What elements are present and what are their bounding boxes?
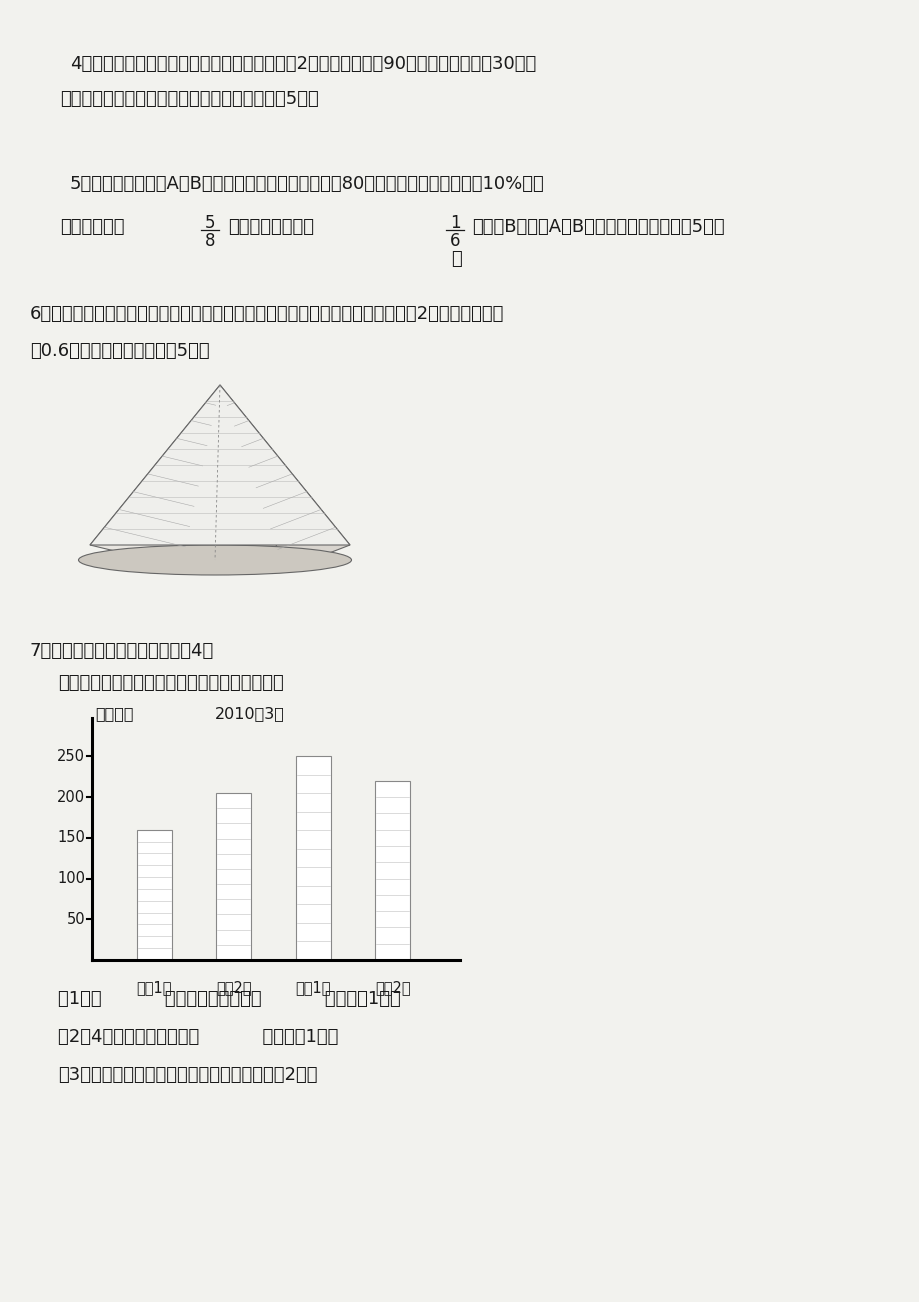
Text: 50: 50 <box>66 911 85 927</box>
Ellipse shape <box>78 546 351 575</box>
Text: （2）4个班平均每班捐款（           ）元。（1分）: （2）4个班平均每班捐款（ ）元。（1分） <box>58 1029 338 1046</box>
Text: 时，甲再行全稍的: 时，甲再行全稍的 <box>228 217 313 236</box>
Bar <box>136 829 172 960</box>
Text: 1: 1 <box>449 214 460 232</box>
Polygon shape <box>90 385 349 546</box>
Text: 六（1）: 六（1） <box>295 980 331 995</box>
Text: （1）（           ）班捐款最多，是（           ）元。（1分）: （1）（ ）班捐款最多，是（ ）元。（1分） <box>58 990 401 1008</box>
Text: 单位：元: 单位：元 <box>95 706 133 721</box>
Text: 6: 6 <box>449 232 460 250</box>
Text: 2010年3月: 2010年3月 <box>215 706 285 721</box>
Text: 5、甲乙两车分别今A、B两地同时相向而行，甲每小时80千米，乙每小时行全程的10%，当: 5、甲乙两车分别今A、B两地同时相向而行，甲每小时80千米，乙每小时行全程的10… <box>70 174 544 193</box>
Bar <box>296 756 331 960</box>
Text: 的方砖，至少需要方砖多少块？（用比例解）（5分）: 的方砖，至少需要方砖多少块？（用比例解）（5分） <box>60 90 318 108</box>
Text: 4、爸爸打算给亮亮的小书房铺上方砖，用边长2分米的方砖需褉90块，如果改用边长30厘米: 4、爸爸打算给亮亮的小书房铺上方砖，用边长2分米的方砖需褉90块，如果改用边长3… <box>70 55 536 73</box>
Text: 高0.6米，求沙堆的体积？（5分）: 高0.6米，求沙堆的体积？（5分） <box>30 342 210 359</box>
Text: 可到辽B地。求A、B两地相距多少千米？（5分）: 可到辽B地。求A、B两地相距多少千米？（5分） <box>471 217 724 236</box>
Polygon shape <box>90 385 220 566</box>
Text: 乙行到全程的: 乙行到全程的 <box>60 217 124 236</box>
Text: 100: 100 <box>57 871 85 887</box>
Text: 150: 150 <box>57 831 85 845</box>
Text: ，: ， <box>450 250 461 268</box>
Text: 250: 250 <box>57 749 85 764</box>
Text: 5: 5 <box>205 214 215 232</box>
Text: 某小学高年级学生为贫困地区捐款情况统计图。: 某小学高年级学生为贫困地区捐款情况统计图。 <box>58 674 283 691</box>
Bar <box>216 793 251 960</box>
Text: 6、在墙角有一堆沙子，如图所示。沙堆顶点在两墙面交界线上，沙堆底面在直径2米的圆上，沙堆: 6、在墙角有一堆沙子，如图所示。沙堆顶点在两墙面交界线上，沙堆底面在直径2米的圆… <box>30 305 504 323</box>
Text: 五（1）: 五（1） <box>136 980 172 995</box>
Polygon shape <box>220 385 349 570</box>
Polygon shape <box>181 385 285 570</box>
Text: （3）六年级捐款比五年级捐款多百分之几？（2分）: （3）六年级捐款比五年级捐款多百分之几？（2分） <box>58 1066 317 1085</box>
Text: 六（2）: 六（2） <box>375 980 410 995</box>
Text: 8: 8 <box>205 232 215 250</box>
Text: 200: 200 <box>57 789 85 805</box>
Text: 五（2）: 五（2） <box>216 980 251 995</box>
Bar <box>375 781 410 960</box>
Text: 7、根据统计图回答下面的问题。4分: 7、根据统计图回答下面的问题。4分 <box>30 642 214 660</box>
